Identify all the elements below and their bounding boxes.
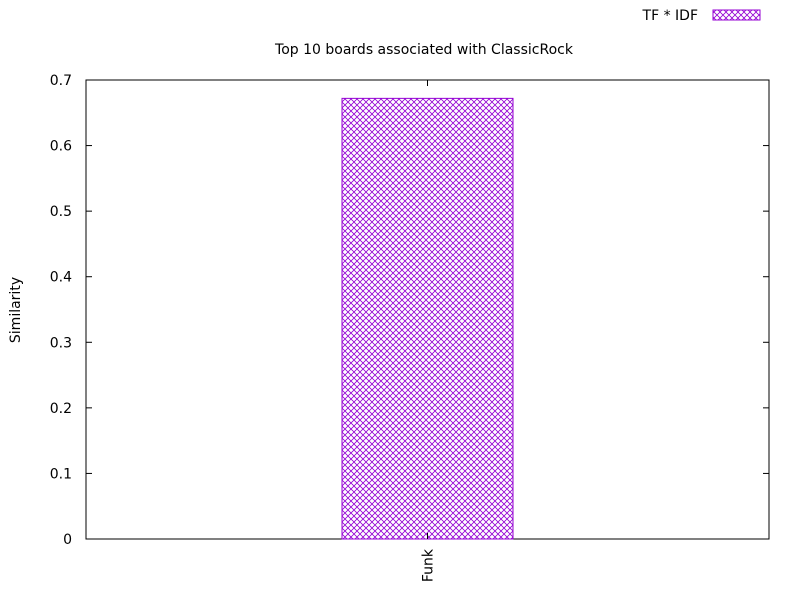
y-tick-label: 0.7 bbox=[50, 73, 72, 89]
bar bbox=[341, 97, 514, 540]
legend-label: TF * IDF bbox=[642, 8, 698, 24]
y-tick-label: 0.2 bbox=[50, 401, 72, 417]
legend: TF * IDF bbox=[642, 8, 761, 24]
y-tick-label: 0 bbox=[63, 532, 72, 548]
y-tick-label: 0.3 bbox=[50, 335, 72, 351]
x-tick-label: Funk bbox=[421, 548, 437, 582]
y-tick-label: 0.5 bbox=[50, 204, 72, 220]
bars bbox=[341, 97, 514, 540]
chart-title: Top 10 boards associated with ClassicRoc… bbox=[274, 42, 574, 58]
y-tick-label: 0.4 bbox=[50, 270, 72, 286]
x-axis: Funk bbox=[421, 80, 437, 582]
y-axis: 0 0.1 0.2 0.3 0.4 0.5 0.6 0.7 bbox=[50, 73, 769, 548]
legend-swatch bbox=[712, 9, 761, 21]
y-axis-label: Similarity bbox=[8, 277, 24, 343]
y-tick-label: 0.1 bbox=[50, 466, 72, 482]
y-tick-label: 0.6 bbox=[50, 139, 72, 155]
